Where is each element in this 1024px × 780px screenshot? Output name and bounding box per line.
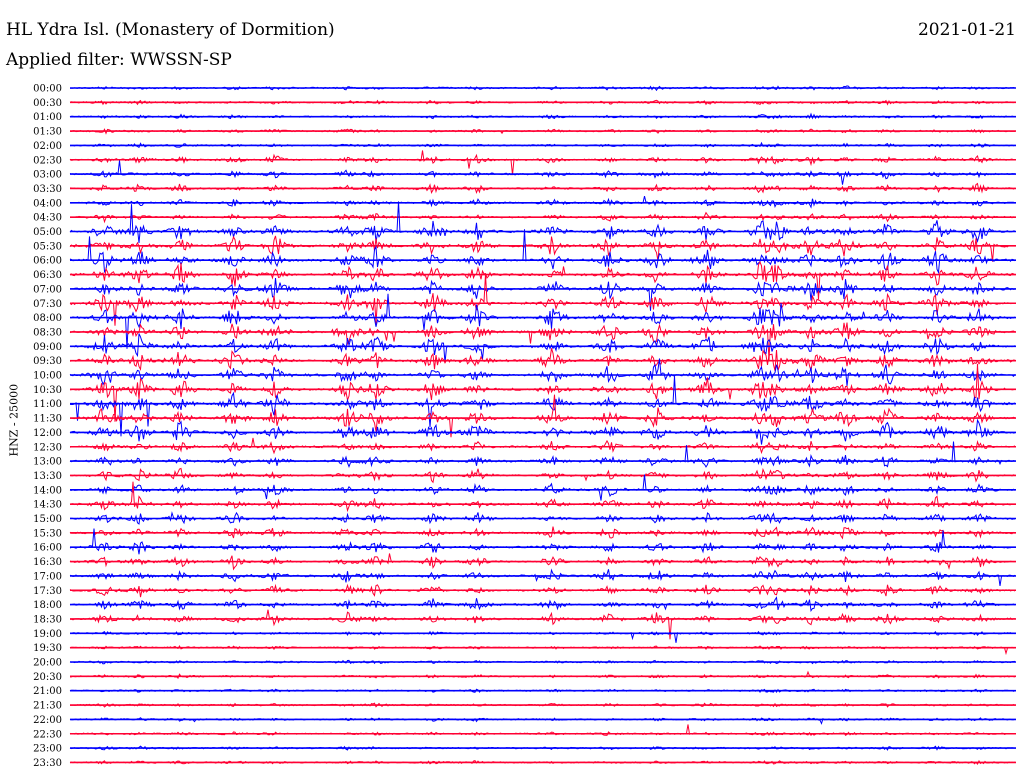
time-tick-label: 16:00 — [33, 543, 62, 554]
seismic-trace-0930 — [69, 348, 1016, 371]
seismic-trace-0230 — [69, 150, 1015, 176]
time-tick-label: 12:30 — [33, 442, 62, 453]
seismic-trace-1600 — [69, 528, 1016, 555]
seismic-trace-1100 — [69, 376, 1016, 437]
time-tick-label: 04:00 — [33, 198, 62, 209]
seismic-trace-1000 — [69, 358, 1016, 387]
seismic-trace-2030 — [69, 670, 1016, 679]
time-tick-label: 17:30 — [33, 586, 62, 597]
time-tick-label: 01:00 — [33, 112, 62, 123]
time-tick-label: 15:30 — [33, 528, 62, 539]
time-tick-label: 09:00 — [33, 342, 62, 353]
time-tick-label: 23:00 — [33, 744, 62, 755]
time-tick-label: 12:00 — [33, 428, 62, 439]
time-tick-label: 23:30 — [33, 758, 62, 769]
time-tick-label: 09:30 — [33, 356, 62, 367]
seismic-trace-0600 — [69, 229, 1016, 275]
time-tick-label: 14:00 — [33, 485, 62, 496]
seismic-trace-1230 — [69, 437, 1016, 455]
time-tick-label: 18:00 — [33, 600, 62, 611]
time-tick-label: 11:00 — [33, 399, 62, 410]
time-tick-label: 04:30 — [33, 213, 62, 224]
time-tick-label: 08:30 — [33, 327, 62, 338]
time-tick-label: 05:30 — [33, 241, 62, 252]
time-tick-label: 17:00 — [33, 571, 62, 582]
time-tick-label: 22:00 — [33, 715, 62, 726]
time-tick-label: 03:30 — [33, 184, 62, 195]
seismic-trace-0630 — [69, 260, 1016, 300]
time-tick-label: 22:30 — [33, 729, 62, 740]
time-tick-label: 21:30 — [33, 701, 62, 712]
station-title: HL Ydra Isl. (Monastery of Dormition) — [6, 20, 335, 40]
time-tick-label: 00:00 — [33, 84, 62, 95]
time-tick-label: 14:30 — [33, 500, 62, 511]
time-tick-label: 13:00 — [33, 457, 62, 468]
time-tick-labels: 00:00 00:30 01:00 01:30 02:00 02:30 03:00 03:30… — [33, 84, 62, 769]
time-tick-label: 10:00 — [33, 371, 62, 382]
time-tick-label: 16:30 — [33, 557, 62, 568]
time-tick-label: 02:00 — [33, 141, 62, 152]
time-tick-label: 07:00 — [33, 284, 62, 295]
time-tick-label: 18:30 — [33, 614, 62, 625]
time-tick-label: 21:00 — [33, 686, 62, 697]
time-tick-label: 15:00 — [33, 514, 62, 525]
seismic-trace-0300 — [69, 160, 1016, 185]
filter-label: Applied filter: WWSSN-SP — [6, 50, 232, 70]
seismic-trace-1700 — [69, 568, 1016, 586]
seismic-trace-0400 — [69, 195, 1016, 209]
time-tick-label: 06:00 — [33, 256, 62, 267]
time-tick-label: 10:30 — [33, 385, 62, 396]
time-tick-label: 11:30 — [33, 414, 62, 425]
time-tick-label: 20:00 — [33, 658, 62, 669]
time-tick-label: 05:00 — [33, 227, 62, 238]
time-tick-label: 07:30 — [33, 299, 62, 310]
time-tick-label: 06:30 — [33, 270, 62, 281]
time-tick-label: 13:30 — [33, 471, 62, 482]
time-tick-label: 03:00 — [33, 170, 62, 181]
time-tick-label: 20:30 — [33, 672, 62, 683]
time-tick-label: 08:00 — [33, 313, 62, 324]
seismic-trace-1830 — [69, 609, 1015, 640]
seismic-trace-0900 — [69, 333, 1016, 363]
seismic-trace-1400 — [69, 474, 1016, 501]
seismic-trace-0700 — [69, 277, 1016, 311]
time-tick-label: 01:30 — [33, 127, 62, 138]
time-tick-label: 00:30 — [33, 98, 62, 109]
date-label: 2021-01-21 — [917, 20, 1016, 40]
time-tick-label: 19:30 — [33, 643, 62, 654]
seismic-trace-0500 — [69, 201, 1016, 244]
seismic-trace-1430 — [69, 481, 1016, 513]
time-tick-label: 02:30 — [33, 155, 62, 166]
seismic-traces — [69, 85, 1016, 766]
time-tick-label: 19:00 — [33, 629, 62, 640]
seismic-trace-0830 — [69, 322, 1016, 361]
seismic-trace-1300 — [69, 441, 1016, 468]
